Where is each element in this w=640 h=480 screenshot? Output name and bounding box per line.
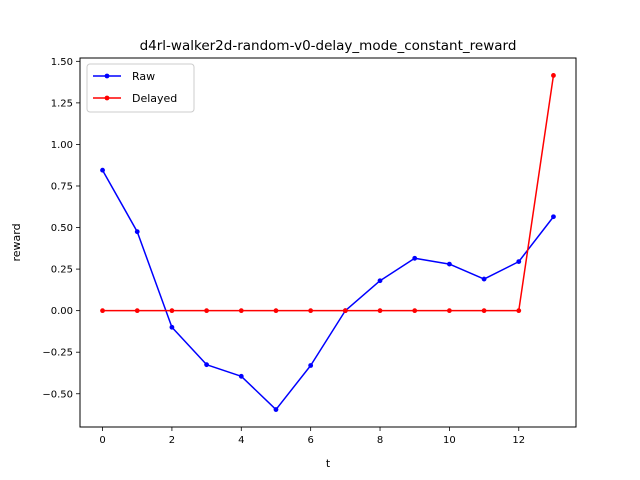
- legend-marker-raw: [104, 73, 110, 79]
- data-point-delayed: [308, 308, 314, 314]
- y-tick-label: 1.00: [51, 140, 73, 151]
- chart-title: d4rl-walker2d-random-v0-delay_mode_const…: [140, 38, 517, 54]
- legend-label-delayed: Delayed: [132, 92, 177, 105]
- y-tick-label: 1.50: [51, 57, 73, 68]
- data-point-raw: [308, 363, 314, 368]
- data-point-raw: [273, 407, 279, 412]
- y-tick-label: 0.00: [51, 306, 73, 317]
- data-point-delayed: [238, 308, 244, 314]
- legend-label-raw: Raw: [132, 70, 155, 83]
- data-point-raw: [204, 362, 210, 368]
- data-point-raw: [551, 214, 556, 220]
- data-point-delayed: [100, 308, 105, 314]
- series-delayed: [100, 73, 556, 314]
- plot-frame: [79, 57, 577, 428]
- data-point-raw: [516, 259, 522, 265]
- data-point-raw: [412, 255, 418, 261]
- series-layer: [100, 73, 556, 412]
- y-tick-label: 0.50: [51, 223, 73, 234]
- x-tick-label: 0: [99, 435, 105, 446]
- y-axis-ticks: −0.50 −0.25 0.00 0.25 0.50 0.75 1.00 1.25 1.50: [42, 57, 80, 400]
- x-tick-label: 6: [307, 435, 313, 446]
- data-point-delayed: [204, 308, 210, 314]
- data-point-delayed: [412, 308, 418, 314]
- data-point-delayed: [273, 308, 279, 314]
- y-tick-label: 0.25: [51, 265, 73, 276]
- y-axis-label: reward: [10, 223, 23, 261]
- data-point-raw: [100, 167, 105, 173]
- data-point-raw: [169, 324, 175, 330]
- legend-item-raw: Raw: [93, 70, 155, 83]
- x-axis-ticks: 0 2 4 6 8 10 12: [99, 427, 525, 446]
- y-tick-label: 1.25: [51, 98, 73, 109]
- x-tick-label: 10: [443, 435, 456, 446]
- x-tick-label: 4: [238, 435, 244, 446]
- x-tick-label: 12: [512, 435, 525, 446]
- x-tick-label: 8: [377, 435, 383, 446]
- legend-item-delayed: Delayed: [93, 92, 177, 105]
- data-point-delayed: [377, 308, 383, 314]
- data-point-raw: [238, 373, 244, 379]
- legend-marker-delayed: [104, 95, 110, 101]
- data-point-delayed: [169, 308, 175, 314]
- data-point-raw: [377, 278, 383, 284]
- legend: Raw Delayed: [86, 63, 195, 113]
- data-point-raw: [134, 229, 140, 235]
- data-point-delayed: [342, 308, 348, 314]
- data-point-delayed: [551, 73, 556, 78]
- data-point-delayed: [446, 308, 452, 314]
- data-point-raw: [481, 276, 487, 282]
- series-line-delayed: [102, 75, 555, 312]
- y-tick-label: 0.75: [51, 181, 73, 192]
- data-point-delayed: [516, 308, 522, 314]
- y-tick-label: −0.50: [42, 389, 73, 400]
- x-axis-label: t: [326, 457, 331, 470]
- data-point-raw: [446, 261, 452, 267]
- y-tick-label: −0.25: [42, 348, 73, 359]
- data-point-delayed: [481, 308, 487, 314]
- series-line-raw: [101, 169, 555, 411]
- data-point-delayed: [134, 308, 140, 314]
- x-tick-label: 2: [169, 435, 175, 446]
